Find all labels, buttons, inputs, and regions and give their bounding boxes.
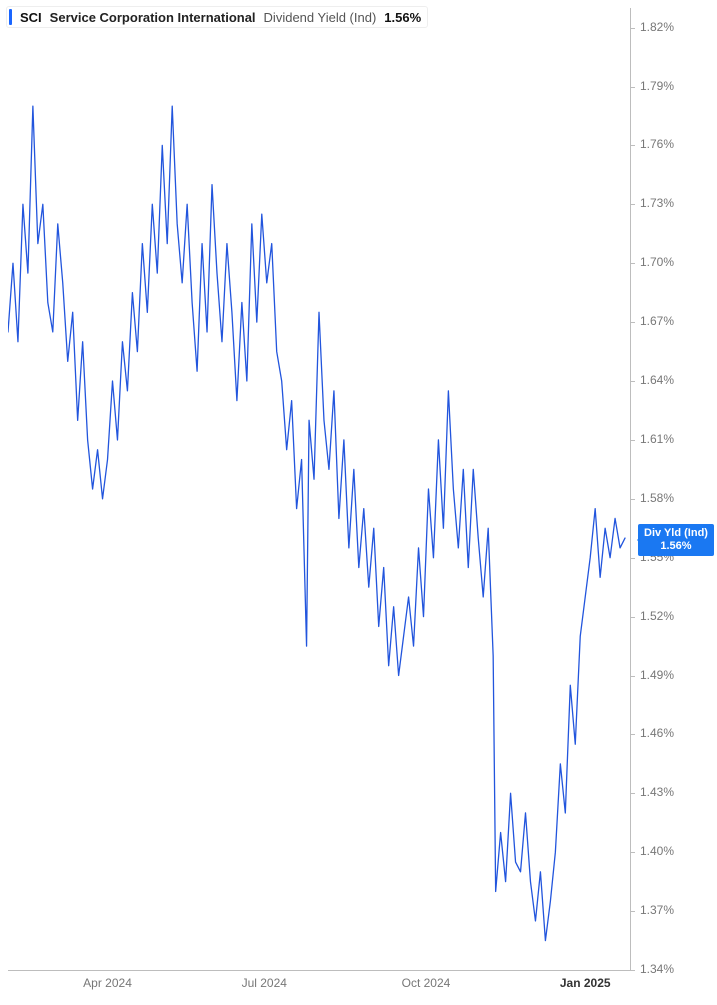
plot-area[interactable]: [8, 8, 630, 970]
y-tick-label: 1.37%: [640, 903, 674, 917]
x-tick-label: Jan 2025: [560, 976, 611, 990]
y-tick-mark: [630, 263, 635, 264]
y-tick-label: 1.49%: [640, 668, 674, 682]
y-axis: [630, 8, 631, 970]
y-tick-mark: [630, 145, 635, 146]
line-series: [8, 8, 630, 970]
company-name: Service Corporation International: [50, 10, 256, 25]
y-tick-mark: [630, 852, 635, 853]
y-tick-mark: [630, 911, 635, 912]
current-value-tag: Div Yld (Ind) 1.56%: [638, 524, 714, 556]
y-tick-mark: [630, 28, 635, 29]
x-tick-label: Jul 2024: [242, 976, 287, 990]
value-tag-value: 1.56%: [644, 540, 708, 553]
y-tick-mark: [630, 970, 635, 971]
y-tick-mark: [630, 381, 635, 382]
y-tick-mark: [630, 558, 635, 559]
y-tick-label: 1.43%: [640, 785, 674, 799]
y-tick-mark: [630, 440, 635, 441]
y-tick-mark: [630, 793, 635, 794]
x-tick-label: Oct 2024: [402, 976, 451, 990]
y-tick-mark: [630, 734, 635, 735]
y-tick-mark: [630, 87, 635, 88]
x-tick-label: Apr 2024: [83, 976, 132, 990]
y-tick-label: 1.67%: [640, 314, 674, 328]
y-tick-mark: [630, 676, 635, 677]
y-tick-label: 1.73%: [640, 196, 674, 210]
y-tick-mark: [630, 204, 635, 205]
ticker-symbol: SCI: [20, 10, 42, 25]
y-tick-label: 1.52%: [640, 609, 674, 623]
y-tick-mark: [630, 499, 635, 500]
y-tick-mark: [630, 617, 635, 618]
y-tick-label: 1.46%: [640, 726, 674, 740]
chart-container: SCI Service Corporation International Di…: [0, 0, 717, 1005]
y-tick-label: 1.61%: [640, 432, 674, 446]
y-tick-label: 1.34%: [640, 962, 674, 976]
chart-header: SCI Service Corporation International Di…: [6, 6, 428, 28]
y-tick-label: 1.40%: [640, 844, 674, 858]
y-tick-label: 1.82%: [640, 20, 674, 34]
y-tick-label: 1.58%: [640, 491, 674, 505]
metric-value: 1.56%: [384, 10, 421, 25]
y-tick-label: 1.64%: [640, 373, 674, 387]
y-tick-label: 1.76%: [640, 137, 674, 151]
metric-name: Dividend Yield (Ind): [264, 10, 377, 25]
value-tag-label: Div Yld (Ind): [644, 527, 708, 540]
y-tick-label: 1.79%: [640, 79, 674, 93]
accent-bar: [9, 9, 12, 25]
y-tick-mark: [630, 322, 635, 323]
y-tick-label: 1.70%: [640, 255, 674, 269]
x-axis: [8, 970, 630, 971]
